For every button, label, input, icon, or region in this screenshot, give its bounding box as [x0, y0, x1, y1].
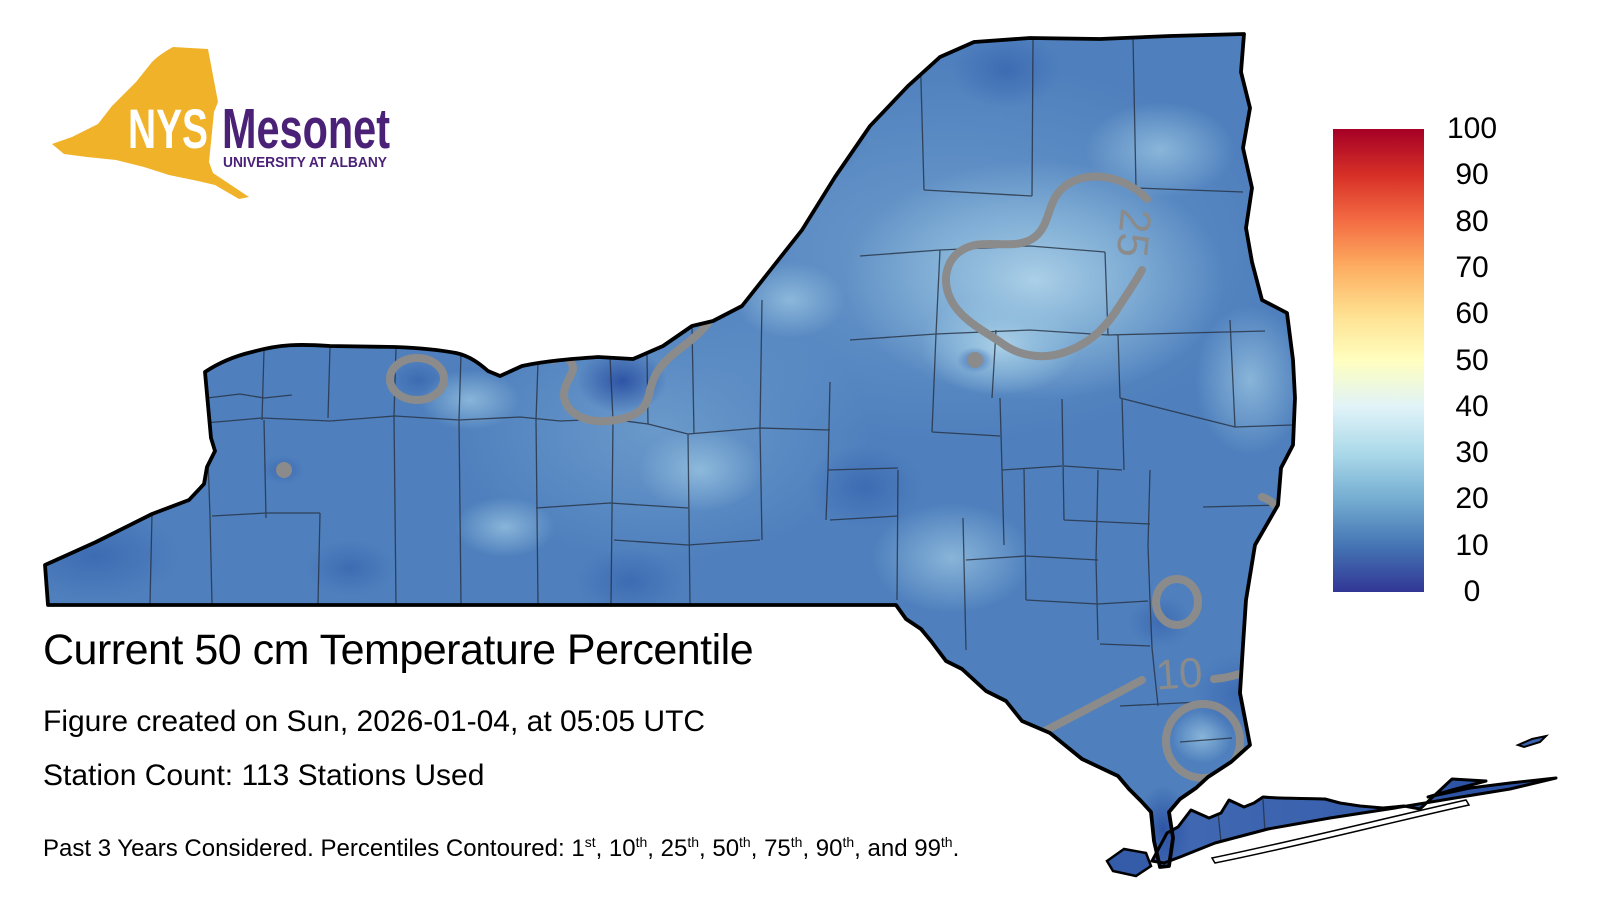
- contour-25: [942, 172, 1151, 361]
- nys-mesonet-logo: NYS Mesonet UNIVERSITY AT ALBANY: [52, 47, 390, 199]
- contour-10-left: [1041, 676, 1146, 735]
- figure-title: Current 50 cm Temperature Percentile: [43, 626, 754, 674]
- percentile-contours: [276, 172, 1286, 782]
- figure-footnote: Past 3 Years Considered. Percentiles Con…: [43, 835, 959, 863]
- fishers-island: [1515, 734, 1550, 749]
- contour-label-10: 10: [1154, 648, 1204, 698]
- contour-dot-west: [276, 462, 292, 478]
- contour-dot-adk: [967, 352, 983, 368]
- contour-hook-central: [549, 316, 714, 426]
- contour-ring-hudson-small: [1152, 575, 1202, 629]
- contour-ring-west: [386, 354, 448, 404]
- barrier-island: [1210, 799, 1471, 864]
- figure-station-count: Station Count: 113 Stations Used: [43, 759, 485, 792]
- colorbar-gradient: [1333, 129, 1424, 592]
- logo-affiliation: UNIVERSITY AT ALBANY: [223, 154, 387, 171]
- footnote-suffix: .: [952, 835, 960, 862]
- figure-created-line: Figure created on Sun, 2026-01-04, at 05…: [43, 705, 706, 738]
- contour-ring-hudson-big: [1162, 700, 1244, 782]
- logo-acronym: NYS: [128, 97, 208, 160]
- logo-wordmark: Mesonet: [222, 97, 390, 161]
- logo-ny-state-shape: [52, 47, 249, 199]
- contour-label-25: 25: [1107, 206, 1160, 259]
- footer-ordinals: 1st, 10th, 25th, 50th, 75th, 90th, and 9…: [571, 834, 953, 862]
- footnote-prefix: Past 3 Years Considered. Percentiles Con…: [43, 835, 572, 862]
